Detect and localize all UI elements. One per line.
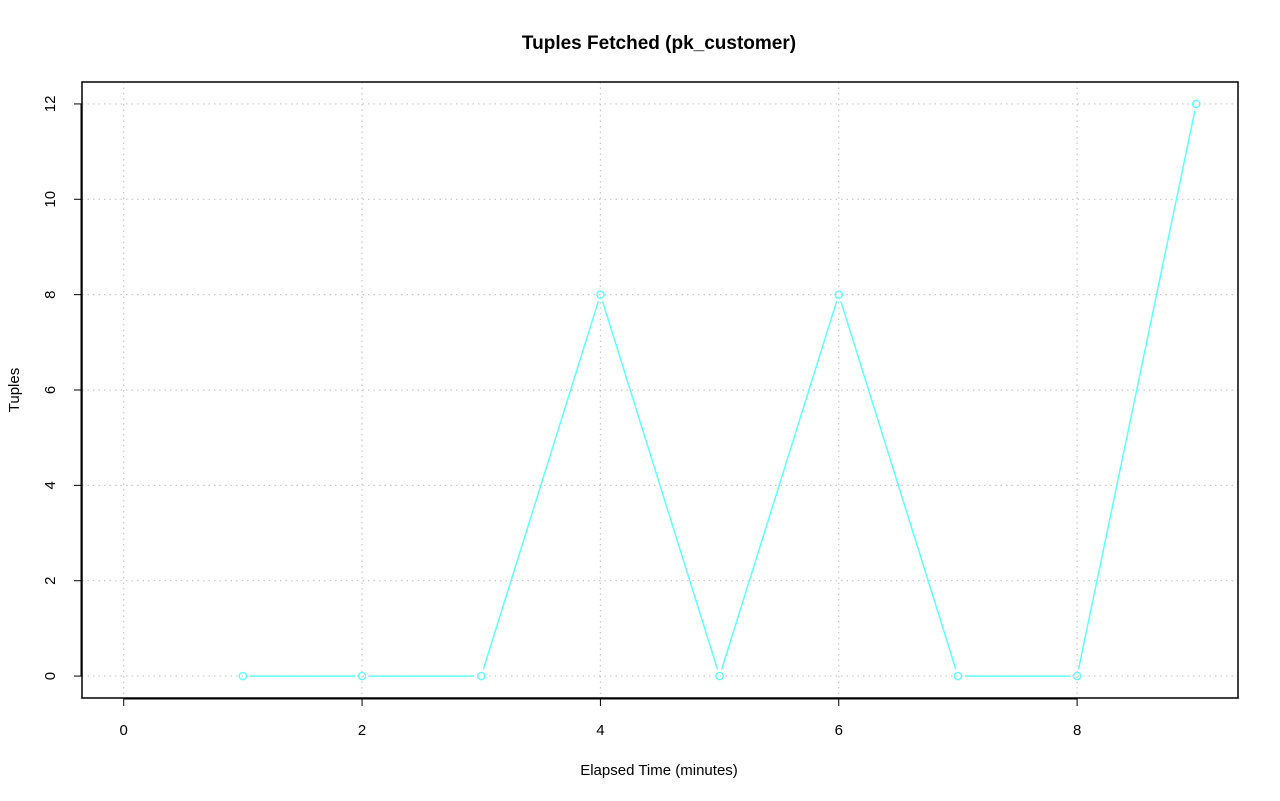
y-tick-label: 0 xyxy=(42,672,59,680)
data-point xyxy=(238,671,248,681)
x-tick-label: 2 xyxy=(358,722,366,739)
x-tick-label: 4 xyxy=(596,722,604,739)
grid xyxy=(82,82,1238,698)
series-segment xyxy=(720,301,838,670)
y-tick-label: 2 xyxy=(42,577,59,585)
y-tick-label: 12 xyxy=(42,96,59,113)
data-point xyxy=(1191,99,1201,109)
x-tick-label: 6 xyxy=(835,722,843,739)
y-tick-label: 8 xyxy=(42,290,59,298)
series-layer xyxy=(238,99,1201,681)
x-axis-label: Elapsed Time (minutes) xyxy=(580,762,738,779)
data-point xyxy=(1072,671,1082,681)
x-axis: 0 2 4 6 8 xyxy=(120,698,1081,739)
chart-title: Tuples Fetched (pk_customer) xyxy=(522,33,796,54)
data-point xyxy=(834,290,844,299)
data-point xyxy=(476,671,486,681)
series-segment xyxy=(1077,110,1196,670)
y-tick-label: 10 xyxy=(42,191,59,208)
series-segment xyxy=(482,301,600,670)
y-tick-label: 6 xyxy=(42,386,59,394)
y-tick-label: 4 xyxy=(42,481,59,489)
data-point xyxy=(715,671,724,681)
series-segment xyxy=(840,301,957,670)
data-point xyxy=(596,290,605,299)
data-point xyxy=(357,671,367,681)
series-segment xyxy=(601,301,719,670)
y-axis: 0 2 4 6 8 10 12 xyxy=(42,96,82,680)
data-point xyxy=(953,671,963,681)
x-tick-label: 0 xyxy=(120,722,128,739)
x-tick-label: 8 xyxy=(1073,722,1081,739)
y-axis-label: Tuples xyxy=(6,368,23,412)
